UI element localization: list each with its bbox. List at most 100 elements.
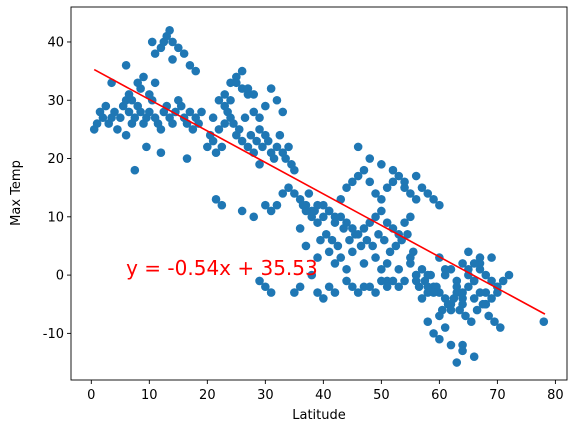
data-point bbox=[266, 288, 276, 297]
data-point bbox=[124, 107, 134, 117]
data-point bbox=[487, 294, 496, 303]
data-point bbox=[353, 142, 363, 152]
data-point bbox=[188, 125, 198, 134]
data-point bbox=[185, 60, 195, 70]
data-point bbox=[229, 119, 238, 128]
data-point bbox=[458, 288, 467, 297]
data-point bbox=[377, 264, 386, 274]
data-point bbox=[176, 101, 186, 111]
data-point bbox=[382, 218, 392, 227]
data-point bbox=[504, 270, 514, 280]
data-point bbox=[481, 299, 491, 309]
data-point bbox=[211, 195, 221, 204]
y-tick-label: 20 bbox=[47, 152, 64, 167]
data-point bbox=[475, 253, 485, 262]
data-point bbox=[400, 177, 409, 187]
data-point bbox=[472, 305, 482, 315]
data-point bbox=[290, 189, 299, 198]
data-point bbox=[539, 317, 549, 327]
data-point bbox=[382, 259, 392, 268]
data-point bbox=[203, 142, 212, 152]
data-point bbox=[316, 235, 325, 245]
data-point bbox=[234, 125, 244, 134]
data-point bbox=[464, 282, 473, 292]
data-point bbox=[487, 276, 496, 286]
data-point bbox=[481, 270, 491, 280]
data-point bbox=[156, 125, 166, 134]
y-tick-label: 30 bbox=[47, 94, 64, 109]
data-point bbox=[136, 107, 145, 117]
data-point bbox=[359, 259, 369, 268]
data-point bbox=[339, 224, 348, 233]
data-point bbox=[165, 26, 174, 35]
data-point bbox=[345, 235, 354, 245]
x-tick-label: 50 bbox=[373, 388, 390, 403]
data-point bbox=[417, 264, 427, 274]
data-point bbox=[211, 148, 221, 158]
data-point bbox=[368, 241, 377, 251]
data-point bbox=[168, 119, 177, 128]
data-point bbox=[313, 288, 322, 297]
data-point bbox=[426, 270, 435, 280]
data-point bbox=[214, 125, 224, 134]
data-point bbox=[113, 125, 122, 134]
data-point bbox=[310, 206, 319, 216]
data-point bbox=[301, 241, 311, 251]
data-point bbox=[237, 66, 247, 76]
data-point bbox=[263, 136, 273, 146]
data-point bbox=[249, 212, 259, 222]
data-point bbox=[252, 136, 261, 146]
data-point bbox=[237, 206, 247, 216]
data-point bbox=[458, 299, 467, 309]
data-point bbox=[377, 160, 386, 169]
x-axis-label: Latitude bbox=[292, 408, 346, 423]
data-point bbox=[243, 142, 253, 152]
x-axis-ticks: 0 10 20 30 40 50 60 70 80 bbox=[87, 380, 564, 403]
x-tick-label: 80 bbox=[547, 388, 564, 403]
data-point bbox=[411, 171, 421, 181]
data-point bbox=[330, 259, 340, 268]
data-point bbox=[290, 288, 299, 297]
y-tick-label: 0 bbox=[56, 269, 64, 284]
data-point bbox=[348, 177, 357, 187]
y-axis-ticks: -10 0 10 20 30 40 bbox=[43, 35, 71, 342]
y-tick-label: 40 bbox=[47, 35, 64, 50]
data-point bbox=[249, 107, 259, 117]
data-point bbox=[275, 130, 285, 140]
data-point bbox=[197, 107, 206, 117]
data-point bbox=[487, 253, 496, 262]
data-point bbox=[255, 160, 264, 169]
data-point bbox=[261, 200, 270, 210]
data-point bbox=[440, 264, 450, 274]
data-point bbox=[185, 107, 195, 117]
data-point bbox=[174, 43, 183, 53]
data-point bbox=[258, 142, 267, 152]
data-point bbox=[495, 323, 505, 332]
data-point bbox=[391, 241, 401, 251]
data-point bbox=[281, 154, 290, 163]
data-point bbox=[130, 113, 140, 123]
data-point bbox=[406, 189, 415, 198]
data-point bbox=[388, 177, 398, 187]
data-point bbox=[406, 259, 415, 268]
data-point bbox=[359, 224, 369, 233]
data-point bbox=[429, 195, 438, 204]
data-point bbox=[464, 247, 473, 257]
data-point bbox=[377, 206, 386, 216]
data-point bbox=[191, 66, 201, 76]
data-point bbox=[377, 195, 386, 204]
data-point bbox=[400, 218, 409, 227]
data-point bbox=[214, 95, 224, 105]
data-point bbox=[394, 171, 404, 181]
data-point bbox=[466, 317, 476, 327]
data-point bbox=[330, 212, 340, 222]
data-point bbox=[423, 317, 433, 327]
data-point bbox=[226, 95, 235, 105]
data-point bbox=[121, 60, 131, 70]
data-point bbox=[261, 101, 270, 111]
data-point bbox=[298, 200, 308, 210]
data-point bbox=[284, 183, 293, 192]
data-point bbox=[168, 37, 177, 47]
data-point bbox=[446, 340, 456, 350]
data-point bbox=[435, 334, 444, 344]
